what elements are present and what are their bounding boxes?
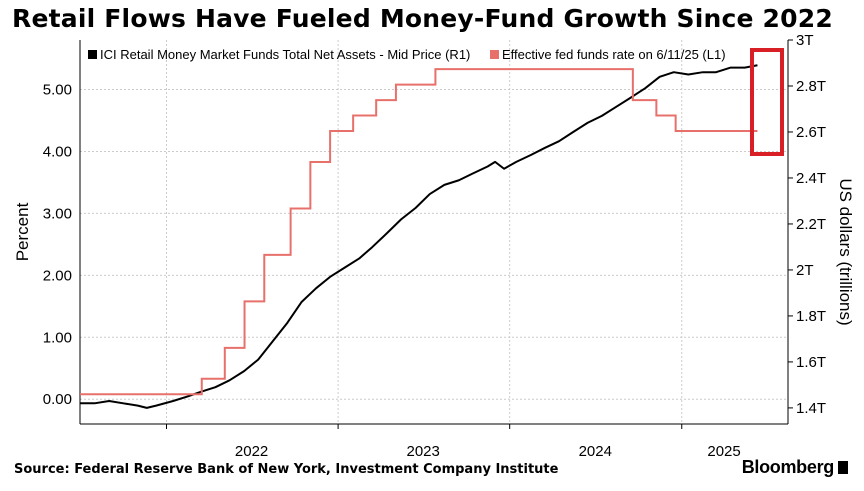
x-axis-tick-label: 2023 [406, 443, 439, 460]
legend-label: Effective fed funds rate on 6/11/25 (L1) [502, 47, 726, 62]
right-axis-tick-label: 2.2T [796, 216, 826, 233]
highlight-rectangle [750, 48, 784, 156]
grid-lines [80, 40, 788, 424]
right-axis-tick-label: 2T [796, 262, 814, 279]
fed-funds-rate-line [80, 68, 758, 396]
right-axis-tick-label: 1.6T [796, 354, 826, 371]
highlight-box [750, 48, 784, 156]
legend-item-assets: ICI Retail Money Market Funds Total Net … [88, 47, 470, 62]
bloomberg-logo: Bloomberg [742, 457, 848, 478]
retail-mmf-assets-line [80, 64, 758, 409]
right-axis-tick-label: 3T [796, 32, 814, 49]
left-axis-tick-label: 0.00 [43, 391, 72, 408]
legend: ICI Retail Money Market Funds Total Net … [88, 47, 726, 62]
legend-label: ICI Retail Money Market Funds Total Net … [100, 47, 470, 62]
left-axis-title: Percent [13, 202, 32, 261]
right-axis-tick-label: 1.8T [796, 308, 826, 325]
left-axis-tick-label: 4.00 [43, 143, 72, 160]
right-axis-tick-label: 2.4T [796, 170, 826, 187]
left-axis-tick-label: 2.00 [43, 267, 72, 284]
left-axis-tick-label: 5.00 [43, 82, 72, 99]
right-axis-title: US dollars (trillions) [836, 178, 855, 325]
legend-item-fedfunds: Effective fed funds rate on 6/11/25 (L1) [490, 47, 726, 62]
right-axis-tick-label: 2.8T [796, 78, 826, 95]
right-axis-tick-label: 1.4T [796, 400, 826, 417]
chart-title: Retail Flows Have Fueled Money-Fund Grow… [12, 4, 833, 33]
x-axis-tick-label: 2022 [235, 443, 268, 460]
source-note: Source: Federal Reserve Bank of New York… [14, 462, 559, 477]
axes: 0.00 1.00 2.00 3.00 4.00 5.00 1.4T 1.6T 1.8T 2T 2.… [13, 32, 855, 460]
series-lines [80, 64, 758, 409]
right-axis-tick-label: 2.6T [796, 124, 826, 141]
bloomberg-mark-icon [838, 461, 848, 474]
left-axis-tick-label: 3.00 [43, 205, 72, 222]
x-axis-tick-label: 2024 [579, 443, 612, 460]
left-axis-tick-label: 1.00 [43, 329, 72, 346]
x-axis-tick-label: 2025 [707, 443, 740, 460]
legend-swatch [490, 50, 499, 59]
legend-swatch [88, 50, 97, 59]
